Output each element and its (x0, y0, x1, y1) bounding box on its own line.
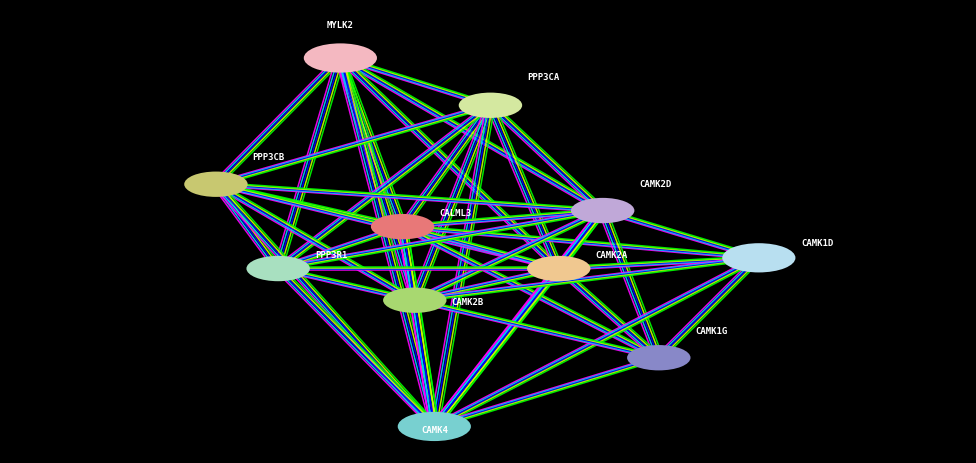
Circle shape (304, 44, 377, 73)
Circle shape (527, 256, 590, 281)
Circle shape (184, 172, 248, 197)
Circle shape (247, 256, 310, 281)
Circle shape (628, 345, 691, 370)
Text: PPP3CA: PPP3CA (527, 74, 559, 82)
Circle shape (571, 198, 634, 223)
Text: MYLK2: MYLK2 (327, 21, 354, 31)
Circle shape (371, 214, 434, 239)
Circle shape (398, 412, 471, 441)
Text: CAMK4: CAMK4 (421, 426, 448, 435)
Circle shape (459, 93, 522, 118)
Text: CAMK1G: CAMK1G (696, 327, 728, 336)
Circle shape (383, 288, 447, 313)
Text: CAMK2A: CAMK2A (595, 251, 628, 260)
Circle shape (722, 243, 795, 272)
Text: CAMK2B: CAMK2B (451, 298, 484, 307)
Text: PPP3R1: PPP3R1 (314, 251, 347, 260)
Text: CALML3: CALML3 (439, 209, 471, 219)
Text: CAMK1D: CAMK1D (801, 239, 834, 248)
Text: PPP3CB: PPP3CB (253, 153, 285, 163)
Text: CAMK2D: CAMK2D (639, 180, 671, 189)
